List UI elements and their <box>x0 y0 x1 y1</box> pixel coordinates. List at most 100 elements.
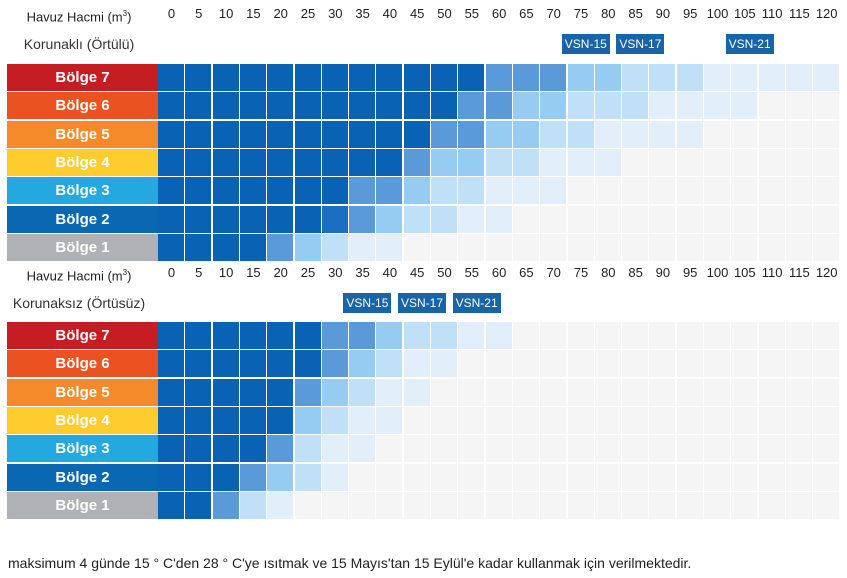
block-1-heat-cell <box>458 120 485 148</box>
block-2-heat-cell <box>704 378 730 406</box>
block-1-heat-cell <box>594 233 621 261</box>
block-1-zone-label: Bölge 5 <box>7 120 158 148</box>
block-1-tick-label: 50 <box>437 6 452 21</box>
block-2-heat-cell <box>676 435 703 463</box>
block-2-heat-cell <box>813 491 840 519</box>
block-1-heat-cell <box>185 233 212 261</box>
block-1-tick-label: 15 <box>246 6 261 21</box>
block-1-heat-cell <box>239 64 266 91</box>
block-2-tick-label: 65 <box>519 265 534 280</box>
block-1-heat-cell <box>185 92 212 120</box>
block-2-heat-cell <box>540 435 567 463</box>
block-2-heat-cell <box>485 322 512 349</box>
block-1-heat-cell <box>403 177 430 205</box>
block-1-heat-cell <box>485 92 512 120</box>
block-1-heat-cell <box>512 177 539 205</box>
block-1-tick-label: 65 <box>519 6 534 21</box>
block-1-tick-label: 75 <box>573 6 589 21</box>
block-2-heat-cell <box>567 350 594 378</box>
block-2-heat-cell <box>758 435 785 463</box>
block-1-heat-cell <box>704 148 730 176</box>
block-2-heat-cell <box>294 463 321 491</box>
block-2-tick-label: 110 <box>761 265 783 280</box>
block-1-tick-label: 20 <box>273 6 288 21</box>
block-1-heat-cell <box>731 177 758 205</box>
block-2-tick-label: 30 <box>328 265 343 280</box>
block-2-heat-cell <box>622 435 649 463</box>
block-1-heat-cell <box>676 120 703 148</box>
block-2-heat-cell <box>676 378 703 406</box>
block-2-tick-label: 85 <box>628 265 643 280</box>
block-1-heat-cell <box>594 148 621 176</box>
block-1-heat-cell <box>294 177 321 205</box>
block-1-heat-cell <box>813 205 840 233</box>
block-2-heat-cell <box>376 491 403 519</box>
block-1-tick-label: 95 <box>682 6 698 21</box>
block-1-heat-cell <box>567 64 594 91</box>
block-2-heat-cell <box>622 350 649 378</box>
block-2-heat-cell <box>431 491 457 519</box>
block-2-heat-cell <box>485 491 512 519</box>
block-2-axis-title: Havuz Hacmi (m3) <box>26 268 132 284</box>
block-2-heat-cell <box>676 350 703 378</box>
block-1-heat-cell <box>158 233 184 261</box>
block-1-heat-cell <box>239 177 266 205</box>
block-2-heat-cell <box>813 435 840 463</box>
block-1-tick-label: 85 <box>628 6 643 21</box>
block-2-heat-cell <box>622 491 649 519</box>
block-2-heat-cell <box>185 322 212 349</box>
block-1-heat-cell <box>785 177 812 205</box>
block-2-heat-cell <box>321 322 348 349</box>
block-1-tick-label: 105 <box>733 6 756 21</box>
block-1-heat-cell <box>731 92 758 120</box>
block-2-heat-cell <box>403 435 430 463</box>
block-1-heat-cell <box>785 120 812 148</box>
block-1-heat-cell <box>676 92 703 120</box>
block-2-heat-cell <box>458 378 485 406</box>
block-2-heat-cell <box>512 378 539 406</box>
block-2-heat-cell <box>785 322 812 349</box>
block-2-heat-cell <box>458 491 485 519</box>
block-2-heat-cell <box>294 350 321 378</box>
block-1-heat-cell <box>485 148 512 176</box>
block-2-tick-label: 95 <box>682 265 698 280</box>
block-1-heat-cell <box>212 205 239 233</box>
block-1-heat-cell <box>649 205 676 233</box>
block-2-heat-cell <box>540 322 567 349</box>
block-1-zone-label: Bölge 7 <box>7 64 158 91</box>
block-2-heat-cell <box>704 463 730 491</box>
block-1-heat-cell <box>376 92 403 120</box>
block-1-heat-cell <box>540 148 567 176</box>
block-1-heat-cell <box>158 148 184 176</box>
block-1-zone-label: Bölge 3 <box>7 177 158 205</box>
block-2-tick-label: 70 <box>546 265 561 280</box>
block-1-heat-cell <box>622 64 649 91</box>
block-2-heat-cell <box>622 322 649 349</box>
block-2-heat-cell <box>540 406 567 434</box>
block-2-heat-cell <box>512 435 539 463</box>
block-2-heat-cell <box>267 406 294 434</box>
block-1-heat-cell <box>212 64 239 91</box>
block-2-heat-cell <box>349 350 376 378</box>
block-1-heat-cell <box>349 64 376 91</box>
block-1-tick-label: 40 <box>382 6 398 21</box>
block-2-heat-cell <box>485 463 512 491</box>
block-2-zone-label: Bölge 4 <box>7 406 158 434</box>
block-2-tick-label: 115 <box>789 265 810 280</box>
block-1-heat-cell <box>540 92 567 120</box>
block-2-heat-cell <box>649 322 676 349</box>
block-2-heat-cell <box>349 463 376 491</box>
block-2-heat-cell <box>676 406 703 434</box>
block-2-heat-cell <box>813 350 840 378</box>
block-2-heat-cell <box>267 435 294 463</box>
block-1-tick-label: 90 <box>655 6 671 21</box>
block-2-heat-cell <box>622 378 649 406</box>
block-2-heat-cell <box>512 491 539 519</box>
block-2-heat-cell <box>731 463 758 491</box>
block-2-heat-cell <box>785 463 812 491</box>
block-1-heat-cell <box>512 120 539 148</box>
block-2-tick-label: 25 <box>300 265 316 280</box>
block-1-heat-cell <box>212 233 239 261</box>
block-1-tick-label: 115 <box>789 6 810 21</box>
block-2-heat-cell <box>212 435 239 463</box>
